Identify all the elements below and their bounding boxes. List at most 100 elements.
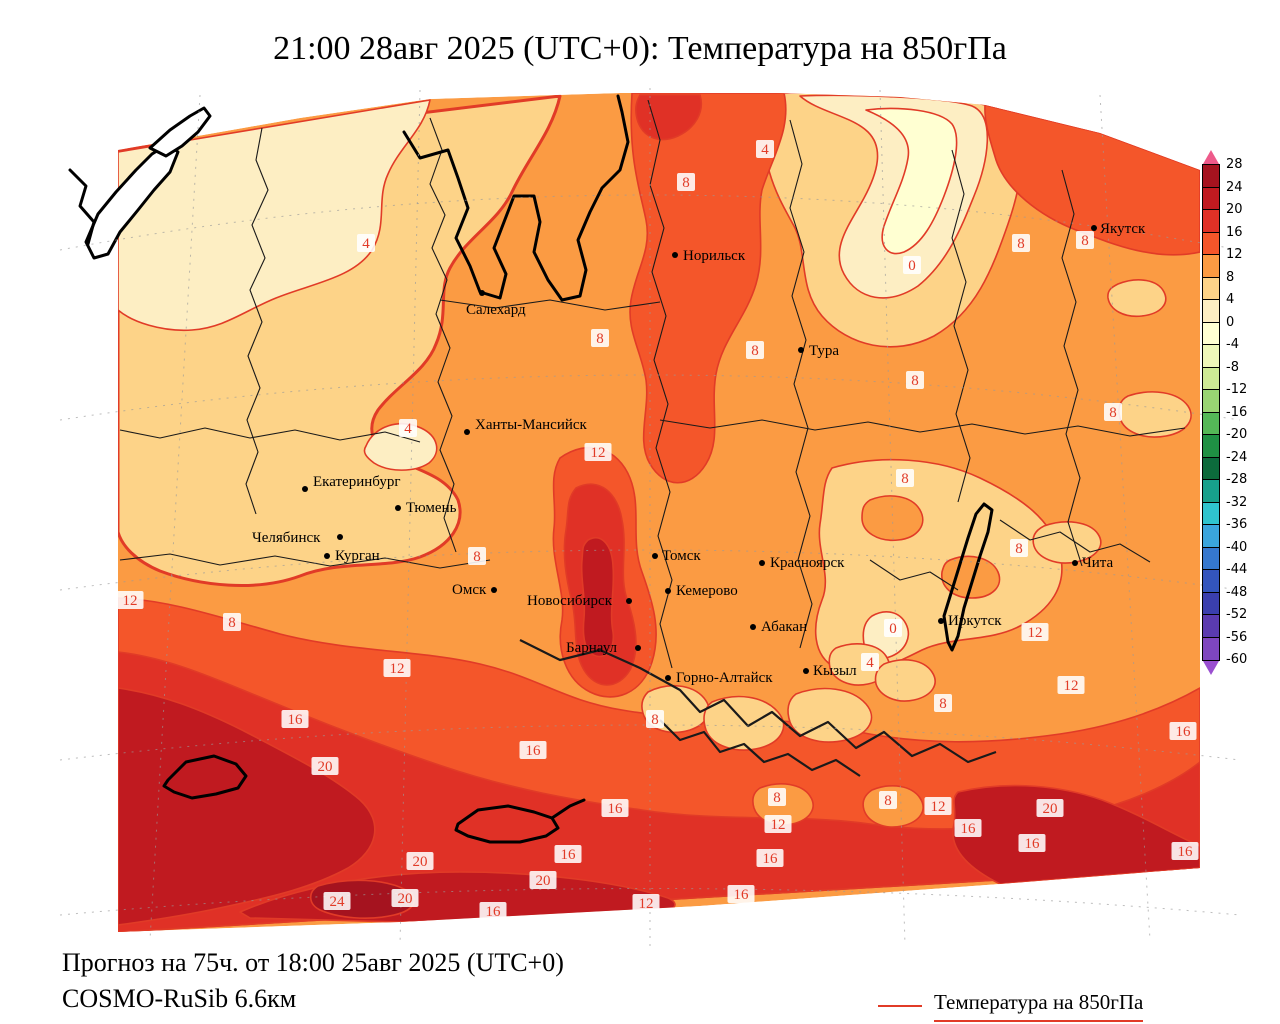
- colorbar-tick-label: -16: [1226, 404, 1248, 420]
- colorbar-tick-label: -60: [1226, 652, 1248, 667]
- isotherm-region-ne-core: [865, 107, 958, 255]
- map-legend: Температура на 850гПа: [878, 990, 1144, 1022]
- colorbar-band: [1203, 525, 1219, 548]
- contour-label: 4: [404, 421, 412, 437]
- colorbar-band: [1203, 480, 1219, 503]
- colorbar-tick-label: 20: [1226, 202, 1243, 217]
- contour-label-box: [1104, 403, 1122, 421]
- isotherm-patch-sayan-5: [874, 659, 936, 702]
- legend-line-swatch: [878, 1005, 922, 1007]
- contour-label: 16: [486, 904, 502, 920]
- isotherm-spot-baikal-2: [941, 555, 1001, 599]
- colorbar-bands: [1202, 164, 1220, 661]
- city-label: Тюмень: [406, 500, 457, 516]
- contour-label: 16: [1025, 836, 1041, 852]
- contour-label-box: [1076, 231, 1094, 249]
- admin-boundary: [951, 149, 971, 503]
- colorbar-band: [1203, 255, 1219, 278]
- contour-label: 8: [911, 373, 919, 389]
- ob-gulf-coastline: [402, 94, 630, 302]
- contour-label: 12: [123, 593, 138, 609]
- contour-label: 12: [591, 445, 606, 461]
- city-label: Барнаул: [566, 640, 618, 656]
- contour-label: 12: [931, 799, 946, 815]
- contour-label: 20: [536, 873, 551, 889]
- contour-label: 16: [608, 801, 624, 817]
- isotherm-spot-baikal-1: [861, 495, 924, 542]
- city-label: Челябинск: [252, 530, 321, 546]
- contour-label: 12: [771, 817, 786, 833]
- city-label: Салехард: [466, 302, 526, 318]
- coastlines: [162, 94, 994, 844]
- admin-boundary: [789, 119, 813, 649]
- contour-label-box: [1171, 842, 1199, 860]
- colorbar-band: [1203, 300, 1219, 323]
- contour-label: 16: [961, 821, 977, 837]
- colorbar-band: [1203, 412, 1219, 435]
- city-dot: [672, 252, 678, 258]
- contour-label: 16: [288, 712, 304, 728]
- admin-boundary: [119, 553, 491, 569]
- colorbar-tick-label: -20: [1226, 427, 1248, 442]
- isotherm-region-nw-0-4: [118, 99, 431, 332]
- contour-label: 0: [908, 258, 916, 274]
- contour-label-box: [746, 341, 764, 359]
- colorbar-tick-label: 28: [1226, 157, 1243, 172]
- contour-label-box: [584, 443, 612, 461]
- colorbar-tick-label: -8: [1226, 359, 1239, 375]
- contour-label: 20: [398, 891, 413, 907]
- contour-label: 20: [318, 759, 333, 775]
- city-dot: [652, 553, 658, 559]
- colorbar-tick-label: -12: [1226, 382, 1248, 397]
- colorbar-tick-label: 24: [1226, 179, 1243, 195]
- city-label: Чита: [1082, 555, 1114, 571]
- contour-label: 16: [1176, 724, 1192, 740]
- contour-label-box: [646, 710, 664, 728]
- white-sea-coastline: [68, 168, 96, 246]
- city-label: Абакан: [761, 619, 807, 635]
- contour-label: 4: [362, 236, 370, 252]
- colorbar-band: [1203, 367, 1219, 390]
- contour-label-box: [479, 902, 507, 920]
- city-label: Якутск: [1100, 221, 1146, 237]
- contour-label: 8: [901, 471, 909, 487]
- contour-label-box: [601, 799, 629, 817]
- contour-label-box: [934, 694, 952, 712]
- model-info: COSMO-RuSib 6.6км: [62, 984, 297, 1013]
- novaya-zemlya-north-island: [148, 106, 212, 158]
- city-label: Тура: [809, 343, 839, 359]
- contour-label-box: [861, 653, 879, 671]
- contour-label: 16: [734, 887, 750, 903]
- admin-boundary: [429, 117, 457, 553]
- city-label: Иркутск: [948, 613, 1002, 629]
- city-dot: [938, 618, 944, 624]
- contour-label-box: [406, 852, 434, 870]
- contour-label-box: [357, 234, 375, 252]
- contour-label-box: [1018, 834, 1046, 852]
- map-labels: 4 8 4 8 8 0 8 8 8 8 4 12 8 8 8 12 8 0 12 4 12 12 8 16 8 16 16 20 8 8 1…: [116, 140, 1199, 920]
- colorbar-band: [1203, 592, 1219, 615]
- city-dot: [665, 675, 671, 681]
- isotherm-patch-east-2: [1118, 391, 1192, 438]
- admin-boundaries: [119, 99, 1186, 777]
- contour-label: 8: [1015, 541, 1023, 557]
- city-dot: [635, 645, 641, 651]
- graticule-line: [399, 89, 421, 946]
- graticule-line: [59, 549, 1241, 591]
- city-dot: [665, 588, 671, 594]
- contour-label: 8: [751, 343, 759, 359]
- colorbar-tick-label: -4: [1226, 337, 1239, 352]
- colorbar-tick-label: -52: [1226, 607, 1248, 622]
- city-dot: [491, 587, 497, 593]
- colorbar-band: [1203, 277, 1219, 300]
- city-dot: [395, 505, 401, 511]
- contour-label-box: [756, 849, 784, 867]
- contour-label-box: [879, 791, 897, 809]
- colorbar-tick-label: 4: [1226, 292, 1235, 307]
- contour-label-box: [1057, 676, 1085, 694]
- city-label: Кызыл: [813, 663, 857, 679]
- colorbar-tick-label: -44: [1226, 562, 1248, 577]
- lake-balkhash-outline: [162, 754, 248, 800]
- contour-label-box: [529, 871, 557, 889]
- colorbar-band: [1203, 232, 1219, 255]
